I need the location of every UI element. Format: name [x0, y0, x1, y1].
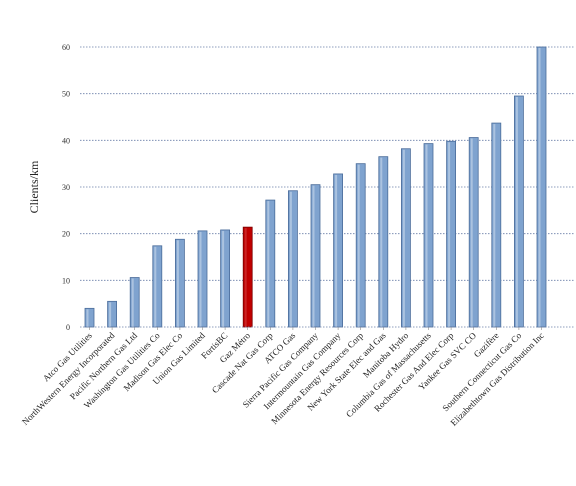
- bar-shine: [176, 240, 179, 327]
- bar: [220, 229, 231, 328]
- bar: [423, 143, 434, 328]
- y-axis-label: Clients/km: [27, 160, 41, 213]
- bar-shine: [538, 48, 541, 327]
- bar-shine: [131, 278, 134, 327]
- bar: [287, 190, 298, 328]
- bar-shine: [380, 157, 383, 327]
- bar: [468, 137, 479, 328]
- y-tick-label: 30: [62, 183, 70, 192]
- bar-shine: [267, 201, 270, 327]
- bar-shine: [154, 246, 157, 327]
- bar: [197, 230, 208, 328]
- bar: [265, 199, 276, 328]
- bar-shine: [199, 231, 202, 327]
- bar: [355, 163, 366, 328]
- bar: [333, 173, 344, 328]
- bar-shine: [357, 164, 360, 327]
- bar-shine: [222, 230, 225, 327]
- bar-shine: [425, 144, 428, 327]
- bar-shine: [493, 124, 496, 327]
- y-tick-label: 20: [62, 230, 70, 239]
- bar: [242, 226, 253, 328]
- bar-shine: [515, 97, 518, 327]
- bar: [152, 245, 163, 328]
- bars: [84, 46, 547, 330]
- bar-shine: [244, 228, 247, 327]
- bar-shine: [289, 191, 292, 327]
- bar-shine: [470, 138, 473, 327]
- bar-shine: [448, 142, 451, 327]
- bar: [536, 46, 547, 328]
- y-tick-label: 0: [66, 323, 70, 332]
- bar: [446, 140, 457, 328]
- bar: [84, 307, 95, 328]
- bar: [514, 95, 524, 328]
- bar: [491, 122, 502, 328]
- y-axis-ticks: 0 10 20 30 40 50 60: [62, 43, 70, 332]
- bar: [129, 277, 140, 328]
- y-tick-label: 10: [62, 276, 70, 285]
- bar-shine: [402, 149, 405, 327]
- bar-shine: [109, 302, 112, 327]
- bar: [174, 238, 185, 328]
- bar: [378, 156, 389, 328]
- bar-shine: [335, 174, 338, 327]
- bar-shine: [86, 309, 89, 327]
- y-tick-label: 50: [62, 90, 70, 99]
- y-tick-label: 40: [62, 136, 70, 145]
- bar: [400, 148, 411, 328]
- bar: [107, 300, 117, 328]
- bar: [310, 184, 321, 328]
- x-category-label: NorthWestern Energy Incorporated: [20, 330, 117, 427]
- bar-shine: [312, 185, 315, 327]
- y-tick-label: 60: [62, 43, 70, 52]
